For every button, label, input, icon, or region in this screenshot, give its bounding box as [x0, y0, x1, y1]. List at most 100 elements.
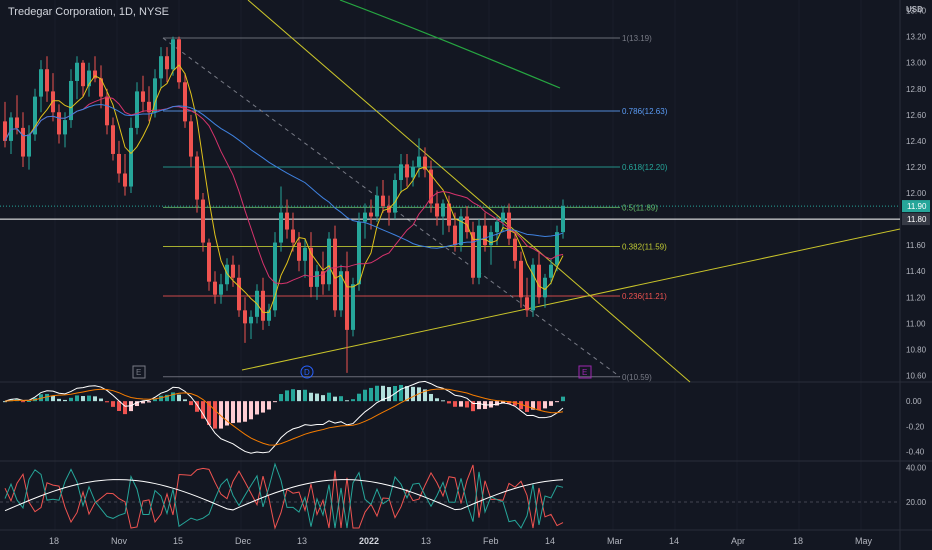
candle-body: [105, 96, 109, 126]
candle-body: [27, 134, 31, 157]
macd-histogram-bar: [27, 400, 31, 402]
candle-body: [393, 180, 397, 213]
candle-body: [123, 173, 127, 187]
candle-body: [345, 271, 349, 330]
price-tick-label: 12.60: [906, 111, 927, 120]
macd-histogram-bar: [99, 398, 103, 402]
macd-histogram-bar: [69, 397, 73, 402]
macd-histogram-bar: [363, 389, 367, 402]
candle-body: [453, 225, 457, 246]
event-marker-label: E: [582, 368, 587, 377]
macd-tick-label: -0.20: [906, 422, 925, 431]
candle-body: [387, 206, 391, 213]
candle-body: [363, 212, 367, 222]
macd-histogram-bar: [93, 396, 97, 402]
macd-tick-label: -0.40: [906, 448, 925, 457]
candle-body: [57, 112, 61, 135]
ma-mid-line: [4, 96, 564, 285]
time-tick-label: 14: [545, 536, 555, 546]
fib-level-label: 0.382(11.59): [622, 242, 667, 251]
candle-body: [225, 264, 229, 285]
price-tick-label: 11.00: [906, 319, 926, 328]
candle-body: [525, 297, 529, 311]
candle-body: [297, 242, 301, 261]
candle-body: [171, 39, 175, 70]
macd-histogram-bar: [201, 401, 205, 419]
macd-histogram-bar: [327, 392, 331, 402]
time-tick-label: Dec: [235, 536, 252, 546]
macd-histogram-bar: [531, 401, 535, 410]
candle-body: [33, 96, 37, 135]
macd-histogram-bar: [51, 395, 55, 402]
price-tick-label: 12.20: [906, 163, 927, 172]
price-tick-label: 11.40: [906, 267, 926, 276]
macd-histogram-bar: [441, 400, 445, 402]
candle-body: [159, 56, 163, 79]
macd-histogram-bar: [9, 399, 13, 402]
fib-level-label: 0.618(12.20): [622, 163, 668, 172]
candle-body: [435, 203, 439, 217]
candle-body: [417, 156, 421, 167]
candle-body: [141, 91, 145, 102]
candle-body: [153, 78, 157, 113]
macd-histogram-bar: [369, 387, 373, 402]
candle-body: [477, 225, 481, 278]
price-tick-label: 10.80: [906, 345, 927, 354]
time-tick-label: May: [855, 536, 873, 546]
macd-histogram-bar: [243, 401, 247, 422]
candle-body: [279, 212, 283, 243]
macd-signal-line: [4, 388, 564, 446]
macd-histogram-bar: [285, 390, 289, 402]
candle-body: [273, 242, 277, 311]
macd-histogram-bar: [75, 395, 79, 402]
macd-histogram-bar: [183, 399, 187, 402]
candle-body: [429, 169, 433, 204]
price-tick-label: 12.00: [906, 189, 927, 198]
price-tick-label: 11.20: [906, 293, 926, 302]
candle-body: [543, 277, 547, 298]
macd-histogram-bar: [261, 401, 265, 413]
macd-histogram-bar: [471, 401, 475, 412]
candle-body: [381, 195, 385, 207]
candle-body: [471, 232, 475, 278]
macd-histogram-bar: [291, 389, 295, 402]
macd-histogram-bar: [435, 398, 439, 402]
fib-level-label: 1(13.19): [622, 34, 652, 43]
candle-body: [51, 91, 55, 113]
macd-histogram-bar: [477, 401, 481, 410]
candle-body: [321, 271, 325, 285]
macd-histogram-bar: [195, 401, 199, 412]
candle-body: [489, 232, 493, 246]
macd-histogram-bar: [267, 401, 271, 410]
price-tick-label: 10.60: [906, 371, 927, 380]
candle-body: [459, 216, 463, 246]
macd-histogram-bar: [549, 401, 553, 406]
candle-body: [219, 284, 223, 295]
macd-histogram-bar: [21, 401, 25, 403]
dmi-plus-line: [4, 462, 564, 529]
macd-histogram-bar: [495, 401, 499, 406]
candle-body: [117, 153, 121, 174]
time-tick-label: 13: [297, 536, 307, 546]
macd-histogram-bar: [357, 393, 361, 402]
macd-histogram-bar: [81, 396, 85, 402]
macd-histogram-bar: [87, 395, 91, 402]
macd-histogram-bar: [297, 390, 301, 402]
macd-histogram-bar: [123, 401, 127, 415]
macd-histogram-bar: [375, 385, 379, 402]
macd-histogram-bar: [237, 401, 241, 423]
macd-histogram-bar: [273, 401, 277, 403]
candle-body: [303, 247, 307, 261]
candle-body: [3, 121, 7, 141]
dividend-marker: [300, 365, 314, 379]
candle-body: [285, 212, 289, 230]
macd-histogram-bar: [279, 394, 283, 402]
ma-fast-line: [4, 64, 564, 313]
macd-histogram-bar: [159, 395, 163, 402]
candle-body: [369, 212, 373, 217]
candle-body: [501, 212, 505, 222]
macd-histogram-bar: [153, 399, 157, 402]
macd-histogram-bar: [465, 401, 469, 408]
